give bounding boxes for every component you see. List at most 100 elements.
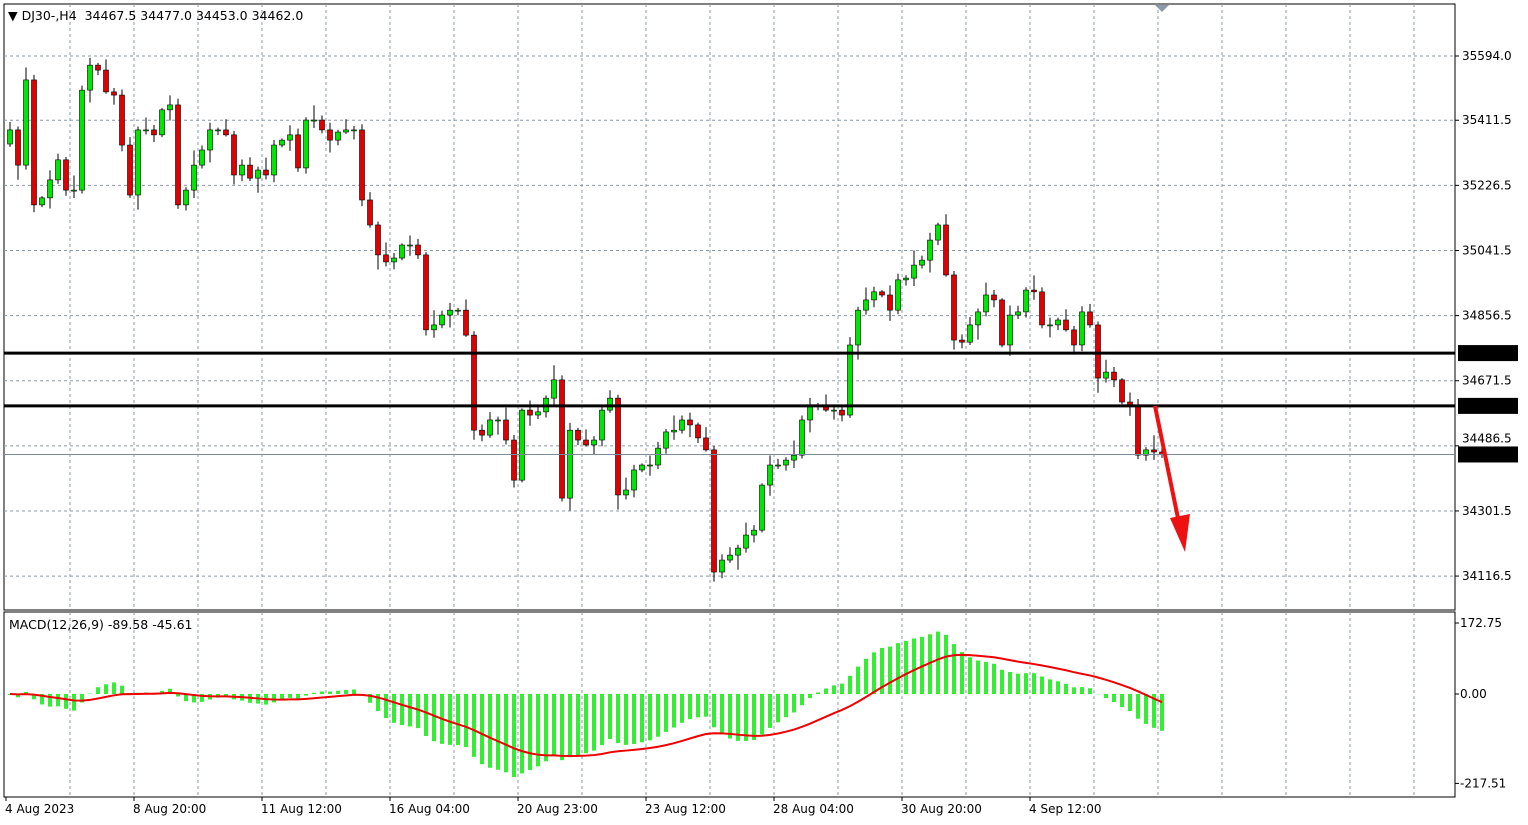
macd-histogram-bar [616, 694, 620, 743]
macd-histogram-bar [96, 687, 100, 694]
bull-candle [903, 277, 909, 281]
bear-candle [63, 159, 69, 191]
bull-candle [895, 279, 901, 311]
macd-histogram-bar [168, 688, 172, 694]
x-tick-label: 30 Aug 20:00 [901, 802, 982, 816]
bear-candle [1095, 324, 1101, 379]
macd-histogram-bar [584, 694, 588, 754]
macd-histogram-bar [664, 694, 668, 732]
macd-title: MACD(12,26,9) [9, 617, 104, 632]
macd-histogram-bar [1152, 694, 1156, 728]
bull-candle [207, 129, 213, 151]
bull-candle [799, 419, 805, 456]
bull-candle [735, 547, 741, 556]
macd-histogram-bar [976, 660, 980, 694]
collapse-triangle-icon[interactable]: ▼ [8, 8, 22, 23]
macd-histogram-bar [336, 690, 340, 694]
macd-histogram-bar [384, 694, 388, 719]
macd-histogram-bar [792, 694, 796, 713]
last-price-label: 34462.0 [1462, 448, 1512, 462]
bull-candle [623, 489, 629, 496]
y-tick-label: 34116.5 [1462, 569, 1512, 583]
bear-candle [223, 129, 229, 136]
level-price-label: 34750.0 [1462, 347, 1512, 361]
macd-histogram-bar [520, 694, 524, 774]
macd-histogram-bar [624, 694, 628, 745]
macd-histogram-bar [912, 638, 916, 694]
red-down-arrow-head [1170, 514, 1190, 552]
macd-histogram-bar [192, 694, 196, 703]
bull-candle [79, 89, 85, 191]
bear-candle [103, 69, 109, 93]
macd-histogram-bar [696, 694, 700, 718]
bull-candle [191, 164, 197, 191]
macd-histogram-bar [672, 694, 676, 728]
bull-candle [287, 134, 293, 141]
y-tick-label: 34671.5 [1462, 374, 1512, 388]
macd-histogram-bar [608, 694, 612, 740]
macd-histogram-bar [832, 685, 836, 694]
bear-candle [175, 104, 181, 206]
bull-candle [719, 559, 725, 573]
macd-histogram-bar [936, 631, 940, 694]
bear-candle [1031, 289, 1037, 293]
macd-histogram-bar [272, 694, 276, 703]
macd-histogram-bar [504, 694, 508, 773]
macd-histogram-bar [592, 694, 596, 751]
bull-candle [55, 159, 61, 181]
level-price-tag [1458, 397, 1518, 414]
macd-histogram-bar [1016, 673, 1020, 694]
macd-histogram-bar [1032, 673, 1036, 694]
bull-candle [967, 324, 973, 343]
bear-candle [479, 429, 485, 436]
macd-histogram-bar [680, 694, 684, 723]
macd-histogram-bar [1120, 694, 1124, 708]
y-tick-label: 35411.5 [1462, 113, 1512, 127]
y-tick-label: 35226.5 [1462, 178, 1512, 192]
macd-histogram-bar [952, 644, 956, 694]
bear-candle [375, 224, 381, 256]
bear-candle [383, 254, 389, 263]
bull-candle [335, 131, 341, 141]
macd-histogram-bar [368, 694, 372, 703]
bull-candle [591, 439, 597, 446]
bull-candle [911, 264, 917, 279]
bear-candle [471, 334, 477, 431]
bear-candle [367, 199, 373, 226]
bull-candle [159, 109, 165, 136]
bear-candle [695, 424, 701, 439]
level-price-tag [1458, 345, 1518, 362]
bear-candle [839, 409, 845, 416]
macd-histogram-bar [824, 688, 828, 694]
bull-candle [311, 119, 317, 122]
bear-candle [319, 119, 325, 131]
chart-header: ▼ DJ30-,H4 34467.5 34477.0 34453.0 34462… [8, 8, 303, 23]
macd-histogram-bar [720, 694, 724, 735]
bull-candle [271, 144, 277, 176]
macd-histogram-bar [1024, 673, 1028, 694]
bear-candle [415, 244, 421, 256]
macd-histogram-bar [568, 694, 572, 758]
bull-candle [975, 311, 981, 326]
bear-candle [1087, 311, 1093, 326]
ohlc-label: 34467.5 34477.0 34453.0 34462.0 [84, 8, 304, 23]
macd-histogram-bar [24, 691, 28, 694]
x-tick-label: 8 Aug 20:00 [133, 802, 206, 816]
macd-histogram-bar [328, 691, 332, 694]
macd-histogram-bar [512, 694, 516, 778]
bull-candle [863, 299, 869, 311]
macd-histogram-bar [496, 694, 500, 770]
macd-histogram-bar [1144, 694, 1148, 724]
bear-candle [527, 409, 533, 416]
macd-histogram-bar [560, 694, 564, 761]
bull-candle [671, 429, 677, 433]
bear-candle [327, 129, 333, 141]
bull-candle [631, 469, 637, 491]
bull-candle [1007, 314, 1013, 346]
macd-histogram-bar [768, 694, 772, 728]
macd-histogram-bar [776, 694, 780, 723]
x-tick-label: 16 Aug 04:00 [389, 802, 470, 816]
bull-candle [407, 244, 413, 247]
bull-candle [343, 129, 349, 133]
